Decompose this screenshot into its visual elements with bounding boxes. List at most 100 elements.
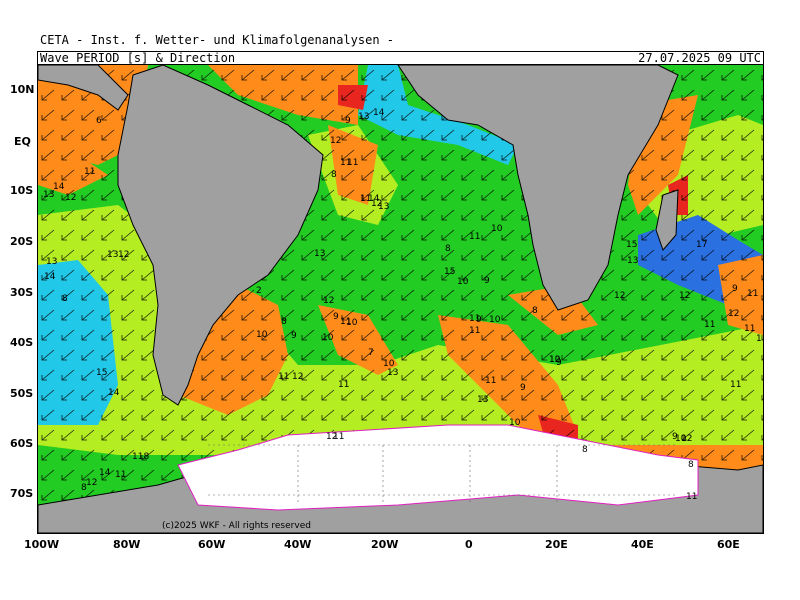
- period-label: 10: [491, 224, 503, 234]
- period-label: 13: [387, 368, 398, 378]
- period-label: 13: [378, 202, 389, 212]
- period-label: 8: [582, 445, 588, 455]
- period-label: 12: [86, 478, 97, 488]
- period-label: 11: [469, 314, 480, 324]
- period-label: 15: [96, 368, 107, 378]
- period-label: 13: [43, 190, 54, 200]
- period-label: 12: [371, 199, 382, 209]
- copyright-notice: (c)2025 WKF - All rights reserved: [162, 521, 311, 531]
- period-label: 12: [65, 193, 76, 203]
- period-label: 11: [338, 380, 349, 390]
- period-label: 12: [292, 372, 303, 382]
- period-label: 15: [444, 267, 455, 277]
- lon-label-0: 0: [465, 538, 473, 551]
- period-label: 10: [256, 330, 268, 340]
- lat-label-60s: 60S: [10, 437, 34, 450]
- lon-label-20e: 20E: [545, 538, 568, 551]
- period-label: 6: [96, 116, 102, 126]
- period-label: 14: [44, 272, 56, 282]
- period-label: 11: [747, 289, 758, 299]
- lon-label-20w: 20W: [371, 538, 399, 551]
- period-label: 8: [445, 244, 451, 254]
- period-label: 10: [346, 318, 358, 328]
- period-label: 14: [53, 182, 65, 192]
- lon-label-40w: 40W: [284, 538, 312, 551]
- sea-ice: [177, 424, 699, 511]
- period-label: 8: [331, 170, 337, 180]
- period-label: 7: [368, 348, 374, 358]
- period-label: 12: [323, 296, 334, 306]
- period-label: 8: [62, 294, 68, 304]
- period-label: 12: [118, 250, 129, 260]
- period-label: 13: [107, 250, 118, 260]
- period-label: 9: [556, 358, 562, 368]
- period-label: 10: [509, 418, 521, 428]
- lon-label-100w: 100W: [24, 538, 60, 551]
- period-label: 13: [477, 395, 488, 405]
- period-label: 11: [347, 158, 358, 168]
- lat-label-eq: EQ: [14, 135, 31, 148]
- period-label: 12: [326, 432, 337, 442]
- period-label: 9: [345, 116, 351, 126]
- period-label: 9: [520, 383, 526, 393]
- period-label: 14: [373, 108, 385, 118]
- period-label: 11: [686, 492, 697, 502]
- period-label: 1: [756, 334, 762, 344]
- period-label: 9: [672, 432, 678, 442]
- period-label: 118: [132, 452, 149, 462]
- period-label: 10: [322, 333, 334, 343]
- period-label: 11: [730, 380, 741, 390]
- period-label: 12: [614, 291, 625, 301]
- period-label: 11: [84, 167, 95, 177]
- period-label: 11: [340, 158, 351, 168]
- lat-label-20s: 20S: [10, 235, 34, 248]
- period-label: 11: [333, 432, 344, 442]
- period-label: 10: [457, 277, 469, 287]
- lat-label-50s: 50S: [10, 387, 34, 400]
- lat-label-40s: 40S: [10, 336, 34, 349]
- period-label: 8: [81, 483, 87, 493]
- period-label: 2: [256, 286, 262, 296]
- wave-period-map: 6 9 13 14 12 11 11 8 14 11 12 13 13 14 12 11 13 12 14 13 11 1…: [37, 64, 764, 534]
- period-label: 11: [485, 376, 496, 386]
- period-label: 13: [46, 257, 57, 267]
- period-label: 8: [532, 306, 538, 316]
- period-label: 10: [383, 359, 395, 369]
- period-label: 12: [679, 291, 690, 301]
- valid-time: 27.07.2025 09 UTC: [638, 51, 761, 65]
- period-label: 9: [333, 312, 339, 322]
- period-label: 10: [549, 355, 561, 365]
- period-label: 12: [728, 309, 739, 319]
- period-label: 13: [627, 256, 638, 266]
- lat-label-70s: 70S: [10, 487, 34, 500]
- period-label: 10: [675, 434, 687, 444]
- land-africa: [397, 65, 679, 311]
- period-label: 15: [626, 240, 637, 250]
- lon-label-40e: 40E: [631, 538, 654, 551]
- period-label: 9: [476, 315, 482, 325]
- period-label: 11: [469, 232, 480, 242]
- period-label: 10: [489, 315, 501, 325]
- period-label: 11: [469, 326, 480, 336]
- period-label: 11: [278, 372, 289, 382]
- period-label: 11: [360, 194, 371, 204]
- product-title: Wave PERIOD [s] & Direction: [40, 51, 236, 65]
- period-label: 8: [281, 317, 287, 327]
- period-label: 13: [314, 249, 325, 259]
- lat-label-30s: 30S: [10, 286, 34, 299]
- period-label: 1: [38, 65, 44, 68]
- lon-label-80w: 80W: [113, 538, 141, 551]
- period-label: 11: [704, 320, 715, 330]
- period-label: 12: [330, 136, 341, 146]
- period-label: 17: [696, 240, 707, 250]
- lat-lon-grid: [208, 444, 678, 505]
- land-south-america: [117, 65, 324, 406]
- period-label: 13: [358, 112, 369, 122]
- lon-label-60e: 60E: [717, 538, 740, 551]
- period-label: 11: [38, 65, 49, 68]
- period-label: 14: [108, 388, 120, 398]
- period-label: 14: [99, 468, 111, 478]
- lat-label-10n: 10N: [10, 83, 35, 96]
- period-label: 9: [732, 284, 738, 294]
